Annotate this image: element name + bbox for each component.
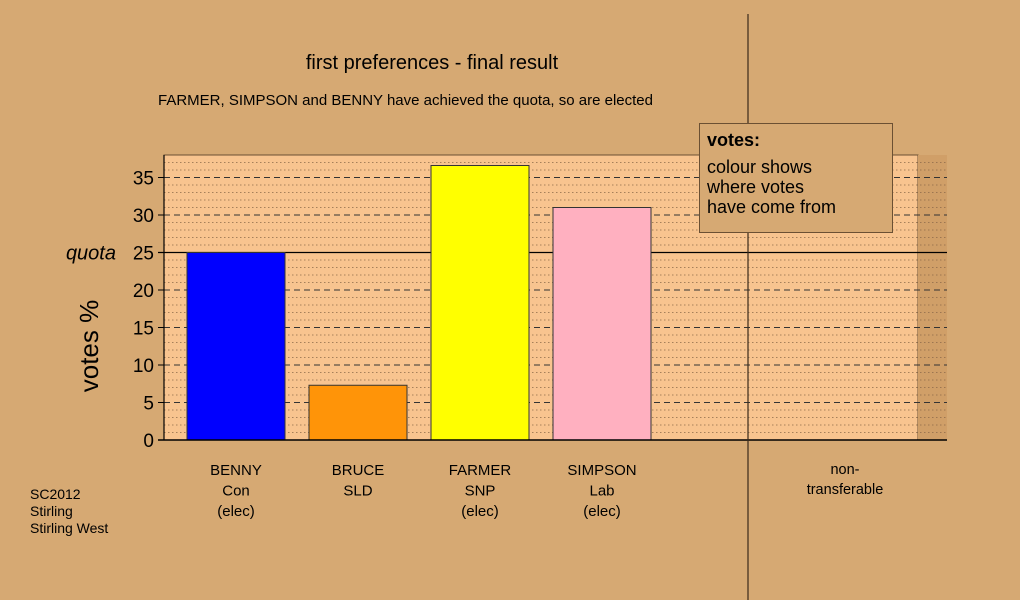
bar-simpson bbox=[552, 207, 652, 441]
source-line: Stirling bbox=[30, 503, 73, 519]
legend-line: where votes bbox=[707, 177, 805, 197]
x-tick-label: FARMER bbox=[449, 462, 512, 479]
x-tick-label-nontransferable: non- bbox=[830, 462, 859, 478]
source-line: SC2012 bbox=[30, 486, 81, 502]
y-tick-label: 0 bbox=[143, 431, 154, 452]
x-tick-label: SIMPSON bbox=[567, 462, 636, 479]
x-tick-label-nontransferable: transferable bbox=[807, 482, 884, 498]
y-axis-title: votes % bbox=[74, 300, 104, 393]
x-tick-label: (elec) bbox=[217, 503, 255, 520]
bar-farmer bbox=[430, 165, 530, 441]
x-tick-label: SNP bbox=[465, 483, 496, 500]
source-note: SC2012 Stirling Stirling West bbox=[30, 486, 108, 537]
y-tick-label: 35 bbox=[133, 169, 154, 190]
legend-title: votes: bbox=[707, 130, 761, 150]
y-tick-label: 25 bbox=[133, 244, 154, 265]
x-tick-label: Lab bbox=[589, 483, 614, 500]
y-tick-label: 30 bbox=[133, 206, 154, 227]
bar-benny bbox=[186, 252, 286, 441]
y-tick-label: 10 bbox=[133, 356, 154, 377]
y-tick-label: 20 bbox=[133, 281, 154, 302]
x-tick-label: Con bbox=[222, 483, 250, 500]
legend-line: colour shows bbox=[707, 157, 813, 177]
x-tick-label: (elec) bbox=[461, 503, 499, 520]
source-line: Stirling West bbox=[30, 520, 109, 536]
y-tick-label: 15 bbox=[133, 319, 154, 340]
chart-title: first preferences - final result bbox=[305, 52, 559, 74]
x-tick-label: SLD bbox=[343, 483, 372, 500]
quota-label: quota bbox=[66, 243, 116, 265]
legend-line: have come from bbox=[707, 197, 837, 217]
chart-subtitle: FARMER, SIMPSON and BENNY have achieved … bbox=[158, 92, 653, 109]
x-tick-label: BENNY bbox=[210, 462, 262, 479]
legend-box: votes: colour shows where votes have com… bbox=[699, 123, 893, 233]
bar-bruce bbox=[308, 384, 408, 441]
y-tick-label: 5 bbox=[143, 394, 154, 415]
x-tick-label: (elec) bbox=[583, 503, 621, 520]
x-tick-label: BRUCE bbox=[332, 462, 385, 479]
